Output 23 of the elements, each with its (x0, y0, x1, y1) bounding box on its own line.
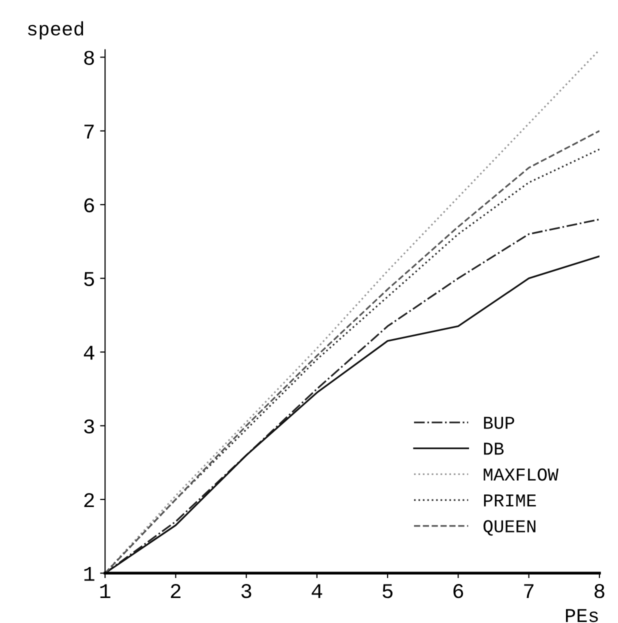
x-tick-label: 3 (241, 584, 252, 598)
x-axis-title: PEs (566, 609, 598, 622)
legend-label: QUEEN (484, 520, 536, 536)
y-tick-label: 4 (84, 346, 94, 360)
y-tick-label: 6 (84, 198, 94, 212)
legend-label: PRIME (484, 494, 536, 506)
y-tick-label: 1 (84, 566, 94, 581)
legend-label: DB (484, 442, 504, 455)
y-tick-label: 7 (84, 124, 94, 138)
y-tick-label: 2 (84, 493, 94, 507)
legend-label: MAXFLOW (484, 468, 558, 481)
y-axis-title: speed (28, 21, 84, 40)
y-tick-label: 3 (84, 419, 94, 434)
x-tick-label: 7 (524, 584, 534, 598)
x-tick-label: 8 (594, 584, 604, 598)
x-tick-label: 2 (170, 584, 180, 598)
x-tick-label: 6 (453, 584, 464, 598)
x-tick-label: 4 (312, 584, 322, 598)
x-tick-label: 5 (382, 584, 392, 598)
y-tick-label: 8 (84, 50, 94, 65)
x-tick-label: 1 (100, 584, 110, 598)
y-tick-label: 5 (84, 272, 94, 286)
legend-label: BUP (484, 416, 514, 429)
